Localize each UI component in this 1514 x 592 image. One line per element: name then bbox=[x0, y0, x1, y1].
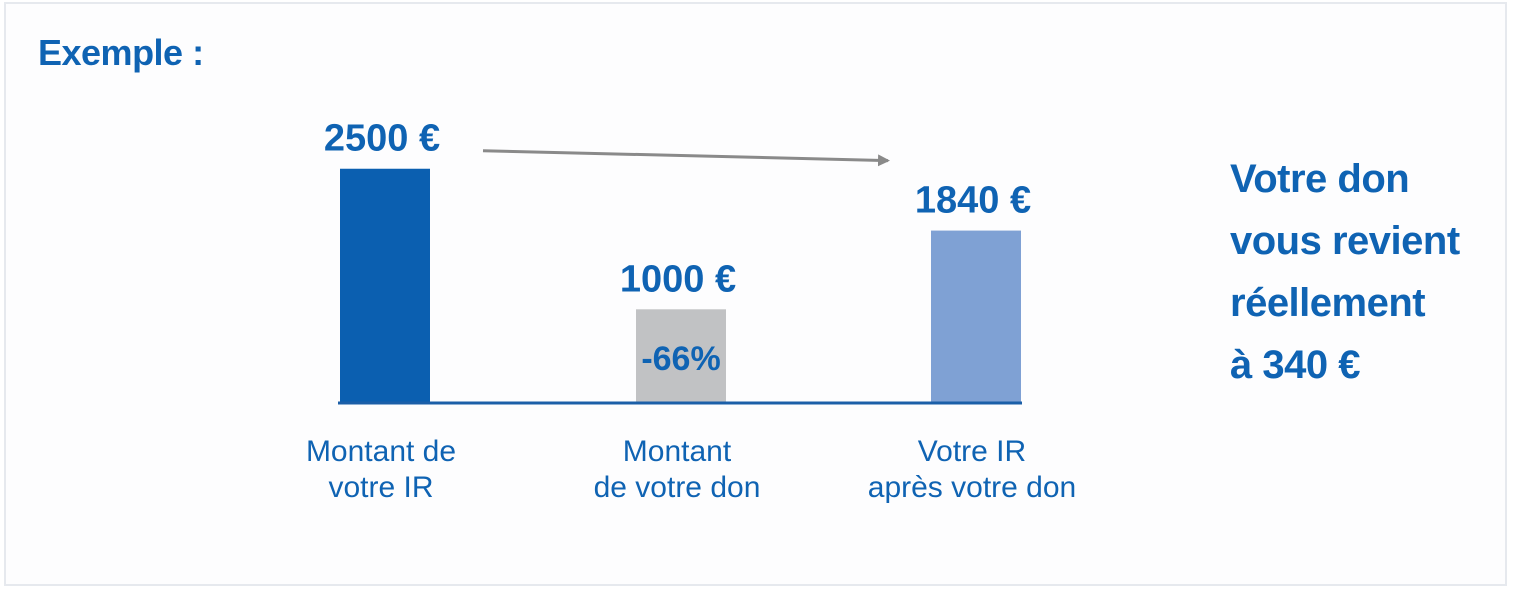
example-panel bbox=[4, 2, 1507, 586]
category-label: Montant de votre IR bbox=[306, 435, 456, 504]
category-label: Votre IR après votre don bbox=[868, 435, 1076, 504]
savings-note: Votre don vous revient réellement à 340 … bbox=[1230, 148, 1500, 396]
savings-note-line: vous revient bbox=[1230, 219, 1460, 263]
savings-note-line: à 340 € bbox=[1230, 343, 1360, 387]
category-label: Montant de votre don bbox=[594, 435, 761, 504]
example-heading: Exemple : bbox=[38, 32, 204, 73]
bar bbox=[636, 309, 726, 403]
savings-note-line: Votre don bbox=[1230, 157, 1410, 201]
bar bbox=[340, 168, 430, 403]
savings-note-line: réellement bbox=[1230, 281, 1426, 325]
trend-arrow bbox=[482, 149, 890, 167]
percent-annotation: -66% bbox=[641, 340, 720, 378]
data-label: 1840 € bbox=[915, 180, 1031, 222]
data-label: 2500 € bbox=[324, 118, 440, 160]
data-label: 1000 € bbox=[620, 258, 736, 300]
bar bbox=[931, 230, 1021, 403]
